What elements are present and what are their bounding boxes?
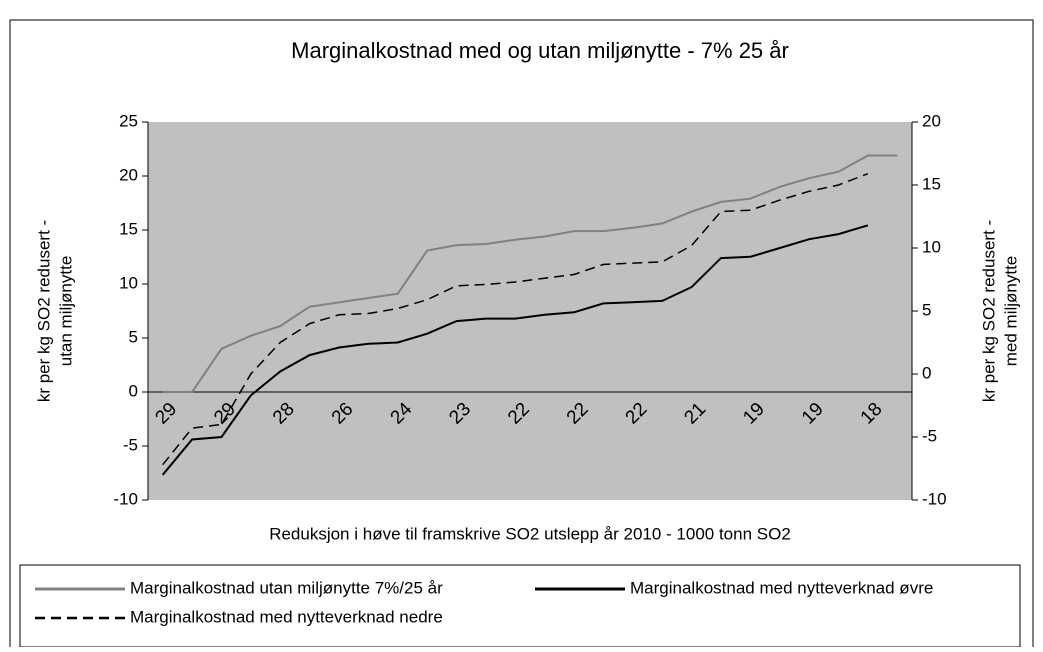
y-tick-label: 5 [129, 327, 138, 346]
series-line [161, 224, 869, 476]
legend [19, 564, 1021, 648]
y-tick-label: 0 [129, 381, 138, 400]
y2-tick-label: -5 [922, 426, 937, 445]
y-tick-label: 20 [119, 165, 138, 184]
y2-tick-label: 10 [922, 237, 941, 256]
plot-area [148, 122, 912, 500]
x-axis-title: Reduksjon i høve til framskrive SO2 utsl… [269, 524, 791, 543]
y-tick-label: -5 [123, 435, 138, 454]
y2-tick-label: 0 [922, 363, 931, 382]
legend-label: Marginalkostnad med nytteverknad nedre [130, 607, 443, 626]
y-axis-title: utan miljønytte [56, 256, 75, 367]
series-line [162, 154, 898, 393]
y2-tick-label: 20 [922, 111, 941, 130]
y2-tick-label: 15 [922, 174, 941, 193]
y-tick-label: 10 [119, 273, 138, 292]
chart-title: Marginalkostnad med og utan miljønytte -… [291, 38, 789, 63]
y-tick-label: -10 [113, 489, 138, 508]
legend-label: Marginalkostnad utan miljønytte 7%/25 år [130, 578, 443, 597]
series-line [162, 172, 869, 466]
y2-axis-title: med miljønytte [1001, 256, 1020, 367]
y2-axis-title: kr per kg SO2 redusert - [979, 220, 998, 402]
legend-label: Marginalkostnad med nytteverknad øvre [630, 578, 933, 597]
y-tick-label: 15 [119, 219, 138, 238]
y-tick-label: 25 [119, 111, 138, 130]
y2-tick-label: 5 [922, 300, 931, 319]
y2-tick-label: -10 [922, 489, 947, 508]
y-axis-title: kr per kg SO2 redusert - [34, 220, 53, 402]
